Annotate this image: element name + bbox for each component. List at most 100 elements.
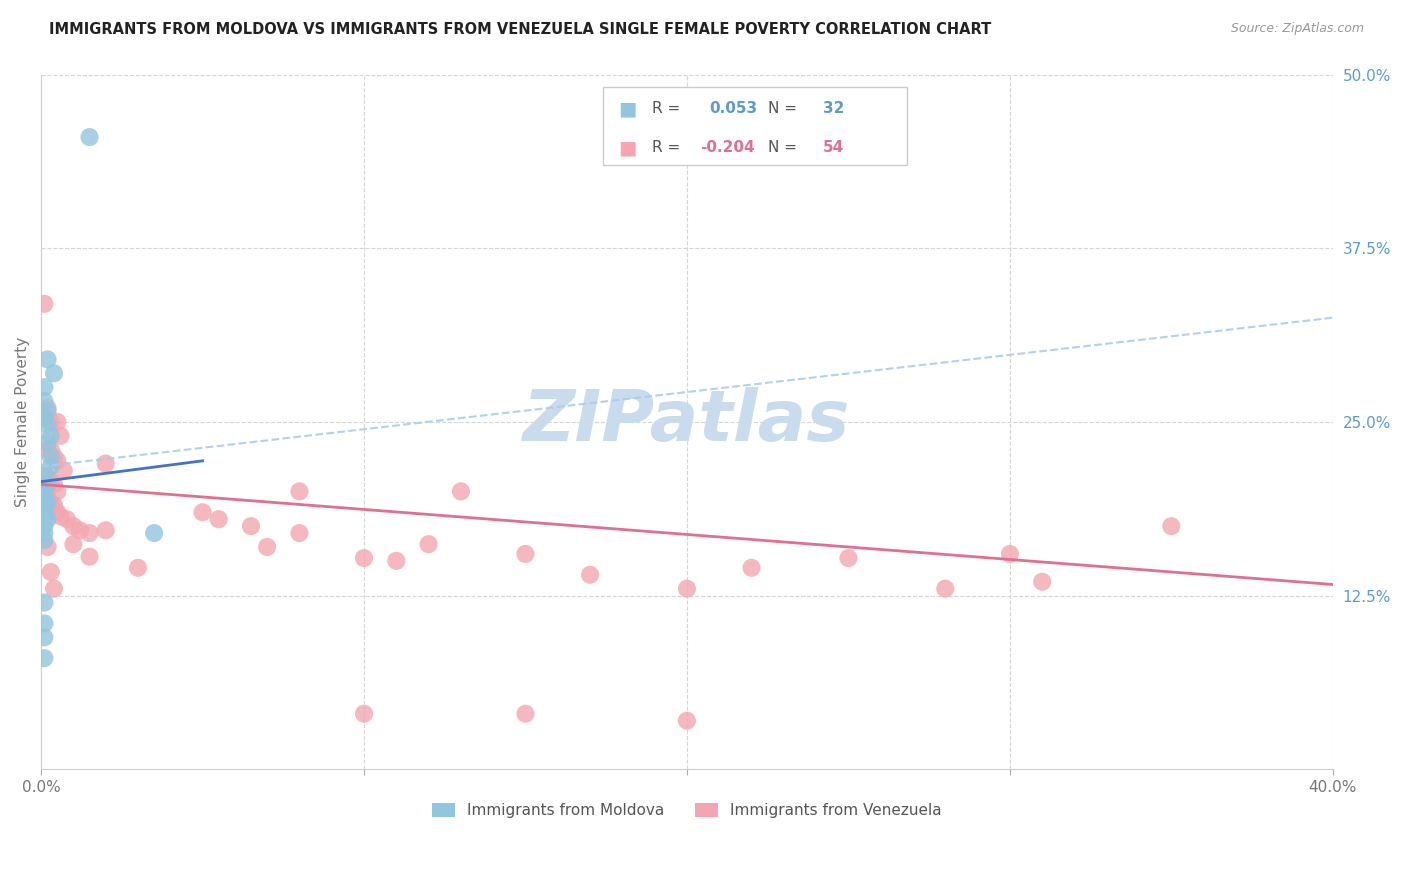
Point [579, 567, 602, 582]
Point [52, 464, 75, 478]
Point [837, 551, 859, 566]
Point [34, 487, 56, 501]
Point [37, 540, 59, 554]
Point [34, 651, 56, 665]
Point [39, 459, 62, 474]
Point [34, 616, 56, 631]
Point [34, 498, 56, 512]
Point [79, 130, 101, 145]
Point [79, 549, 101, 564]
Point [39, 442, 62, 457]
Point [34, 505, 56, 519]
Point [34, 380, 56, 394]
Point [34, 515, 56, 529]
Text: ZIPatlas: ZIPatlas [523, 387, 851, 457]
FancyBboxPatch shape [603, 87, 907, 165]
Point [37, 401, 59, 415]
Point [46, 415, 69, 429]
Point [37, 352, 59, 367]
Text: 54: 54 [823, 140, 844, 155]
Y-axis label: Single Female Poverty: Single Female Poverty [15, 337, 30, 507]
Legend: Immigrants from Moldova, Immigrants from Venezuela: Immigrants from Moldova, Immigrants from… [426, 797, 948, 824]
Point [34, 630, 56, 644]
Point [46, 484, 69, 499]
Text: R =: R = [652, 102, 685, 116]
Point [676, 714, 699, 728]
Point [741, 561, 763, 575]
Point [37, 512, 59, 526]
Point [34, 491, 56, 506]
Point [37, 404, 59, 418]
Point [56, 512, 79, 526]
Point [418, 537, 440, 551]
Point [69, 524, 91, 538]
Point [127, 561, 149, 575]
Point [998, 547, 1021, 561]
Point [37, 417, 59, 432]
Point [94, 524, 117, 538]
Point [42, 450, 65, 464]
Point [49, 509, 72, 524]
Point [49, 429, 72, 443]
Point [288, 484, 311, 499]
Point [42, 477, 65, 491]
Point [353, 551, 375, 566]
Point [62, 537, 84, 551]
Point [256, 540, 278, 554]
Point [39, 429, 62, 443]
Point [34, 297, 56, 311]
Point [39, 473, 62, 487]
Point [34, 484, 56, 499]
Point [39, 495, 62, 509]
Point [42, 366, 65, 380]
Point [34, 394, 56, 409]
Point [39, 565, 62, 579]
Point [34, 484, 56, 499]
Point [676, 582, 699, 596]
Point [39, 450, 62, 464]
Point [34, 509, 56, 524]
Point [37, 491, 59, 506]
Point [37, 442, 59, 457]
Point [34, 501, 56, 516]
Point [934, 582, 956, 596]
Point [37, 470, 59, 484]
Point [34, 410, 56, 425]
Text: 32: 32 [823, 102, 844, 116]
Point [34, 526, 56, 541]
Point [34, 519, 56, 533]
Text: ■: ■ [619, 99, 637, 119]
Point [191, 505, 214, 519]
Point [34, 596, 56, 610]
Point [450, 484, 472, 499]
Point [46, 505, 69, 519]
Point [1031, 574, 1053, 589]
Point [39, 415, 62, 429]
Point [37, 477, 59, 491]
Point [42, 582, 65, 596]
Point [46, 454, 69, 468]
Point [42, 498, 65, 512]
Point [34, 467, 56, 481]
Point [62, 519, 84, 533]
Point [515, 547, 537, 561]
Text: R =: R = [652, 140, 685, 155]
Text: IMMIGRANTS FROM MOLDOVA VS IMMIGRANTS FROM VENEZUELA SINGLE FEMALE POVERTY CORRE: IMMIGRANTS FROM MOLDOVA VS IMMIGRANTS FR… [49, 22, 991, 37]
Point [37, 495, 59, 509]
Point [208, 512, 231, 526]
Point [353, 706, 375, 721]
Text: -0.204: -0.204 [700, 140, 755, 155]
Point [1160, 519, 1182, 533]
Point [37, 435, 59, 450]
Point [288, 526, 311, 541]
Point [34, 533, 56, 547]
Text: Source: ZipAtlas.com: Source: ZipAtlas.com [1230, 22, 1364, 36]
Text: 0.053: 0.053 [709, 102, 756, 116]
Point [240, 519, 263, 533]
Text: N =: N = [768, 140, 803, 155]
Point [94, 457, 117, 471]
Text: ■: ■ [619, 138, 637, 157]
Point [385, 554, 408, 568]
Text: N =: N = [768, 102, 803, 116]
Point [515, 706, 537, 721]
